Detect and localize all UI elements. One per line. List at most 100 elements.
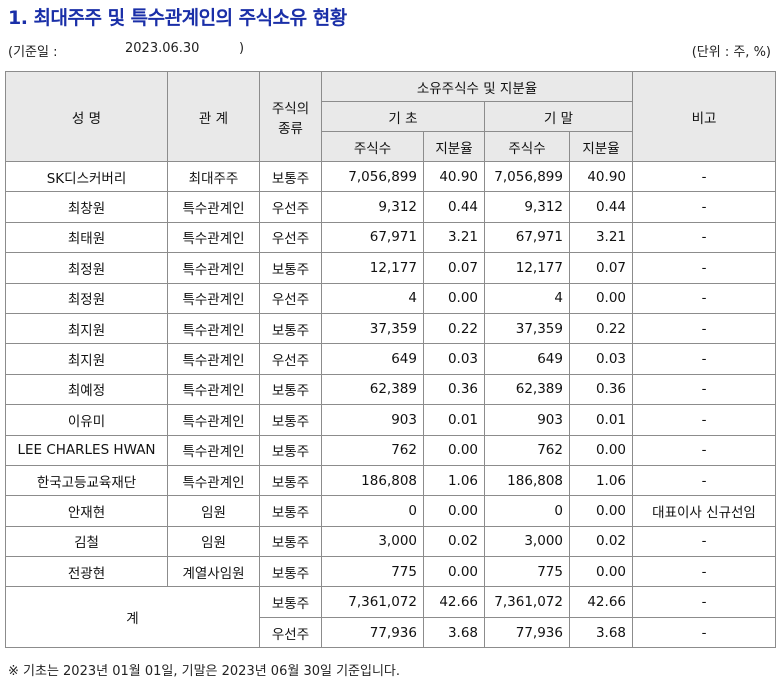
table-row: 최정원 특수관계인 보통주 12,177 0.07 12,177 0.07-: [5, 252, 776, 284]
header-begin-shares: 주식수: [321, 131, 424, 162]
base-date-value: 2023.06.30: [125, 41, 200, 56]
cell-stock-type: 우선주: [259, 282, 322, 314]
cell-begin-ratio: 0.44: [423, 191, 485, 223]
cell-remark: -: [632, 191, 776, 223]
total-cell-begin-ratio: 42.66: [423, 586, 485, 618]
cell-remark: -: [632, 343, 776, 375]
cell-end-ratio: 40.90: [569, 160, 633, 193]
cell-begin-ratio: 0.02: [423, 525, 485, 558]
cell-relation: 특수관계인: [167, 221, 260, 254]
table-row: 최예정 특수관계인 보통주 62,389 0.36 62,389 0.36-: [5, 373, 776, 406]
base-date-label: (기준일 :: [8, 45, 58, 60]
header-begin: 기 초: [321, 101, 485, 132]
header-begin-ratio: 지분율: [423, 131, 485, 162]
cell-begin-ratio: 0.00: [423, 282, 485, 314]
cell-begin-ratio: 0.03: [423, 343, 485, 375]
cell-end-ratio: 0.00: [569, 282, 633, 314]
cell-end-shares: 62,389: [484, 373, 570, 406]
cell-end-ratio: 0.00: [569, 434, 633, 466]
cell-begin-ratio: 0.00: [423, 556, 485, 588]
cell-begin-ratio: 40.90: [423, 160, 485, 193]
cell-remark: -: [632, 160, 776, 193]
cell-end-ratio: 0.03: [569, 343, 633, 375]
cell-relation: 특수관계인: [167, 434, 260, 466]
cell-end-ratio: 0.00: [569, 495, 633, 527]
total-cell-end-ratio: 42.66: [569, 586, 633, 618]
table-total-row: 우선주 77,936 3.68 77,936 3.68-: [6, 616, 776, 649]
cell-relation: 특수관계인: [167, 464, 260, 497]
cell-remark: -: [632, 282, 776, 314]
table-row: 이유미 특수관계인 보통주 903 0.01 903 0.01-: [5, 404, 776, 436]
cell-name: 전광현: [5, 556, 168, 588]
cell-begin-ratio: 0.00: [423, 434, 485, 466]
cell-begin-shares: 186,808: [321, 464, 424, 497]
table-total-row: 계 보통주 7,361,072 42.66 7,361,072 42.66-: [5, 586, 776, 649]
header-ownership: 소유주식수 및 지분율: [321, 71, 633, 102]
table-row: 최지원 특수관계인 보통주 37,359 0.22 37,359 0.22-: [5, 312, 776, 345]
section-title: 1. 최대주주 및 특수관계인의 주식소유 현황: [8, 7, 347, 29]
cell-name: 한국고등교육재단: [5, 464, 168, 497]
table-row: 김철 임원 보통주 3,000 0.02 3,000 0.02-: [5, 525, 776, 558]
cell-name: LEE CHARLES HWAN: [5, 434, 168, 466]
table-row: 최창원 특수관계인 우선주 9,312 0.44 9,312 0.44-: [5, 191, 776, 223]
total-cell-begin-shares: 77,936: [321, 616, 424, 649]
cell-remark: -: [632, 556, 776, 588]
cell-begin-shares: 0: [321, 495, 424, 527]
table-row: 최지원 특수관계인 우선주 649 0.03 649 0.03-: [5, 343, 776, 375]
cell-relation: 특수관계인: [167, 373, 260, 406]
cell-name: 최정원: [5, 252, 168, 284]
cell-end-shares: 67,971: [484, 221, 570, 254]
cell-stock-type: 보통주: [259, 525, 322, 558]
cell-end-ratio: 0.00: [569, 556, 633, 588]
cell-stock-type: 보통주: [259, 434, 322, 466]
table-row: 최정원 특수관계인 우선주 4 0.00 4 0.00-: [5, 282, 776, 314]
cell-end-shares: 9,312: [484, 191, 570, 223]
cell-stock-type: 보통주: [259, 252, 322, 284]
cell-end-ratio: 0.22: [569, 312, 633, 345]
cell-total-label: 계: [5, 586, 260, 649]
cell-begin-shares: 12,177: [321, 252, 424, 284]
total-cell-begin-shares: 7,361,072: [321, 586, 424, 618]
cell-end-ratio: 0.01: [569, 404, 633, 436]
cell-begin-shares: 4: [321, 282, 424, 314]
cell-remark: -: [632, 525, 776, 558]
cell-end-ratio: 0.44: [569, 191, 633, 223]
cell-begin-shares: 762: [321, 434, 424, 466]
cell-begin-ratio: 0.22: [423, 312, 485, 345]
table-row: 한국고등교육재단 특수관계인 보통주 186,808 1.06 186,808 1.06-: [5, 464, 776, 497]
shareholding-table: 성 명 관 계 주식의 종류 소유주식수 및 지분율 비고 기 초 기 말 주식…: [5, 71, 776, 649]
cell-stock-type: 보통주: [259, 312, 322, 345]
cell-relation: 최대주주: [167, 160, 260, 193]
cell-begin-shares: 7,056,899: [321, 160, 424, 193]
cell-name: 최예정: [5, 373, 168, 406]
cell-name: 안재현: [5, 495, 168, 527]
cell-begin-ratio: 1.06: [423, 464, 485, 497]
cell-begin-shares: 649: [321, 343, 424, 375]
table-row: SK디스커버리 최대주주 보통주 7,056,899 40.90 7,056,899 40.…: [5, 160, 776, 193]
cell-begin-ratio: 0.01: [423, 404, 485, 436]
cell-end-shares: 12,177: [484, 252, 570, 284]
cell-remark: -: [632, 312, 776, 345]
cell-begin-shares: 903: [321, 404, 424, 436]
cell-remark: -: [632, 464, 776, 497]
header-stock-type-line1: 주식의: [271, 100, 310, 117]
cell-stock-type: 보통주: [259, 373, 322, 406]
cell-relation: 계열사임원: [167, 556, 260, 588]
cell-relation: 특수관계인: [167, 282, 260, 314]
cell-name: 이유미: [5, 404, 168, 436]
cell-end-shares: 0: [484, 495, 570, 527]
cell-end-ratio: 0.36: [569, 373, 633, 406]
cell-name: 최지원: [5, 343, 168, 375]
cell-name: 최창원: [5, 191, 168, 223]
cell-relation: 특수관계인: [167, 404, 260, 436]
cell-remark: -: [632, 434, 776, 466]
cell-begin-ratio: 0.00: [423, 495, 485, 527]
cell-end-ratio: 3.21: [569, 221, 633, 254]
cell-relation: 임원: [167, 495, 260, 527]
cell-relation: 특수관계인: [167, 191, 260, 223]
cell-stock-type: 우선주: [259, 191, 322, 223]
cell-end-shares: 903: [484, 404, 570, 436]
cell-name: 최태원: [5, 221, 168, 254]
header-stock-type: 주식의 종류: [259, 71, 322, 162]
cell-stock-type: 우선주: [259, 221, 322, 254]
